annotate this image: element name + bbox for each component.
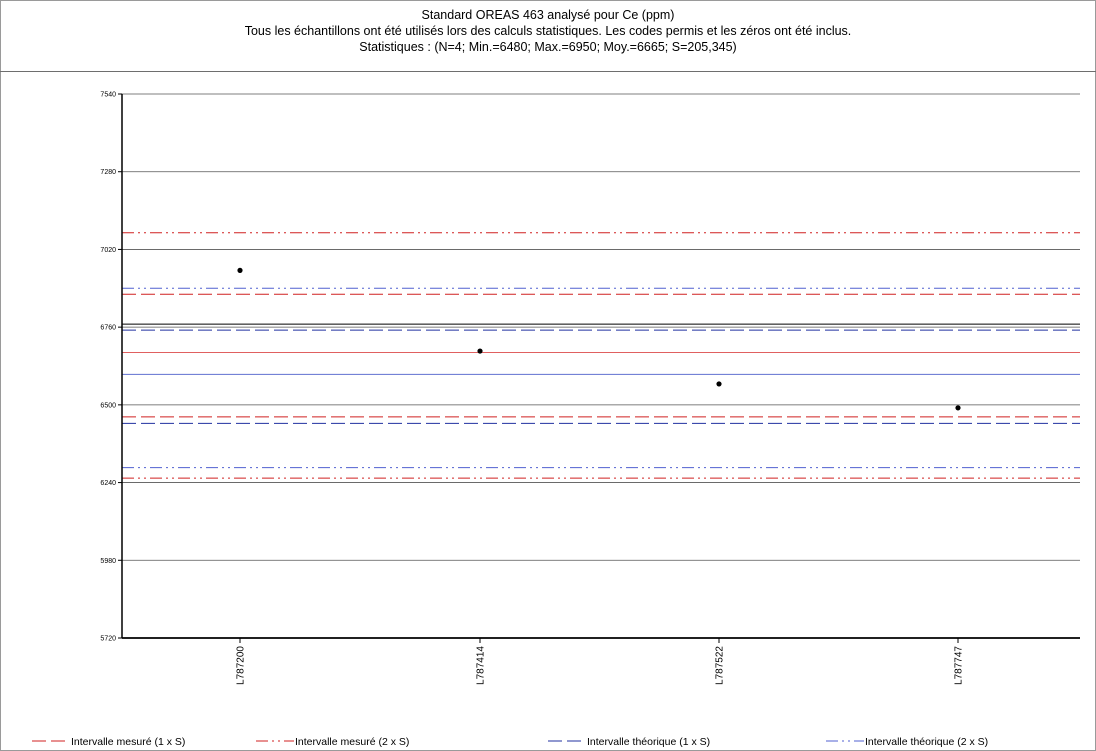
legend-label-3: Intervalle théorique (2 x S) xyxy=(865,736,988,748)
y-axis-ticks: 5720 5980 6240 6500 6760 7020 7280 7540 xyxy=(100,92,122,643)
grid-lines xyxy=(122,93,1080,561)
x-tick-label-3: L787747 xyxy=(954,646,965,685)
x-tick-label-0: L787200 xyxy=(236,646,247,685)
y-tick-label-6: 7280 xyxy=(100,169,116,176)
reference-lines xyxy=(122,232,1080,479)
chart-subtitle: Tous les échantillons ont été utilisés l… xyxy=(244,24,852,38)
x-tick-label-2: L787522 xyxy=(715,646,726,685)
legend-label-2: Intervalle théorique (1 x S) xyxy=(587,736,710,748)
data-point-1 xyxy=(477,348,483,354)
y-tick-label-7: 7540 xyxy=(100,92,116,99)
axes xyxy=(121,94,1080,639)
x-axis-categories: L787200 L787414 L787522 L787747 xyxy=(236,638,965,685)
chart-stats: Statistiques : (N=4; Min.=6480; Max.=695… xyxy=(359,40,737,54)
legend: Intervalle mesuré (1 x S) Intervalle mesu… xyxy=(32,736,988,748)
data-points xyxy=(237,267,961,411)
legend-label-1: Intervalle mesuré (2 x S) xyxy=(295,736,409,748)
y-tick-label-5: 7020 xyxy=(100,247,116,254)
x-tick-label-1: L787414 xyxy=(476,646,487,685)
data-point-0 xyxy=(237,267,243,273)
y-tick-label-1: 5980 xyxy=(100,558,116,565)
chart-title: Standard OREAS 463 analysé pour Ce (ppm) xyxy=(421,8,675,22)
y-tick-label-0: 5720 xyxy=(100,636,116,643)
legend-label-0: Intervalle mesuré (1 x S) xyxy=(71,736,185,748)
data-point-2 xyxy=(716,381,722,387)
y-tick-label-2: 6240 xyxy=(100,480,116,487)
y-tick-label-4: 6760 xyxy=(100,325,116,332)
chart-header: Standard OREAS 463 analysé pour Ce (ppm)… xyxy=(0,0,1096,72)
data-point-3 xyxy=(955,405,961,411)
y-tick-label-3: 6500 xyxy=(100,402,116,409)
